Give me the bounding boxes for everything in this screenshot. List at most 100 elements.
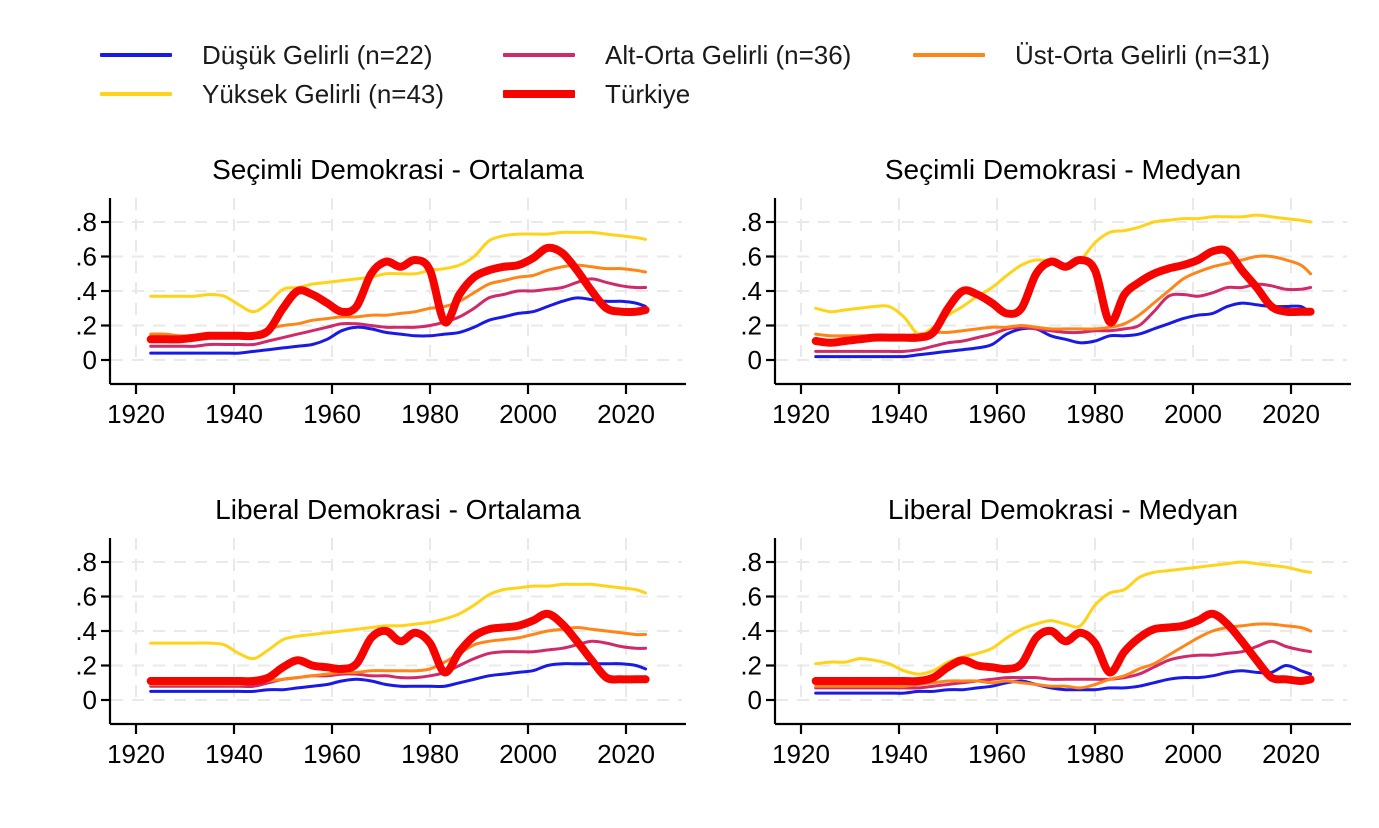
series-lower_middle-line (149, 277, 648, 348)
chart-liberal-demokrasi-ortalama: Liberal Demokrasi - Ortalama 0 .2 .4 .6 .8 19… (70, 494, 710, 774)
series-lower_middle-line (149, 639, 648, 688)
gridlines (776, 198, 1347, 361)
y-tick-label: .6 (740, 582, 762, 612)
x-tick-label: 1940 (870, 399, 928, 429)
chart-liberal-demokrasi-medyan: Liberal Demokrasi - Medyan 0 .2 .4 .6 .8 1920… (735, 494, 1375, 774)
chart-canvas-secimli-medyan: 0 .2 .4 .6 .8 1920 1940 1960 1980 2000 2020 (740, 198, 1351, 429)
legend: Düşük Gelirli (n=22) Alt-Orta Gelirli (n… (100, 40, 1379, 109)
legend-label-ust-orta-gelirli: Üst-Orta Gelirli (n=31) (1015, 40, 1270, 70)
legend-item-yuksek-gelirli: Yüksek Gelirli (n=43) (100, 79, 503, 109)
legend-label-alt-orta-gelirli: Alt-Orta Gelirli (n=36) (605, 40, 852, 70)
legend-swatch-alt-orta-gelirli-line (503, 53, 575, 57)
x-tick-label: 1920 (107, 739, 165, 769)
x-tick-label: 1980 (1066, 739, 1124, 769)
chart-canvas-liberal-medyan: 0 .2 .4 .6 .8 1920 1940 1960 1980 2000 2020 (740, 538, 1351, 769)
series-lines (811, 213, 1315, 359)
chart-canvas-secimli-ortalama: 0 .2 .4 .6 .8 1920 1940 1960 1980 2000 2020 (75, 198, 686, 429)
y-tick-label: .8 (740, 547, 762, 577)
series-lines (811, 560, 1315, 695)
x-tick-label: 1980 (1066, 399, 1124, 429)
y-tick-label: .6 (740, 242, 762, 272)
y-tick-label: .4 (75, 276, 97, 306)
chart-secimli-demokrasi-ortalama: Seçimli Demokrasi - Ortalama 0 .2 .4 .6 .8 19… (70, 154, 710, 434)
y-tick-label: .2 (740, 651, 762, 681)
series-high-line (814, 560, 1313, 676)
x-tick-label: 1940 (205, 739, 263, 769)
gridlines (111, 538, 682, 701)
y-tick-label: 0 (748, 345, 762, 375)
x-tick-label: 2000 (499, 399, 557, 429)
series-high-line (149, 582, 648, 661)
chart-title-secimli-medyan: Seçimli Demokrasi - Medyan (884, 154, 1242, 185)
y-tick-label: .6 (75, 242, 97, 272)
y-tick-label: .4 (740, 276, 762, 306)
x-tick-label: 1960 (968, 739, 1026, 769)
legend-item-turkiye: Türkiye (503, 79, 913, 109)
series-low-line (149, 662, 648, 694)
x-tick-label: 1920 (772, 399, 830, 429)
x-tick-label: 1940 (205, 399, 263, 429)
series-high-line (814, 213, 1313, 336)
y-tick-label: .4 (740, 616, 762, 646)
legend-swatch-dusuk-gelirli-line (100, 53, 172, 57)
legend-item-alt-orta-gelirli: Alt-Orta Gelirli (n=36) (503, 40, 913, 70)
x-tick-label: 1920 (107, 399, 165, 429)
x-tick-label: 2020 (1262, 399, 1320, 429)
y-tick-label: .2 (75, 311, 97, 341)
series-lower_middle-line (814, 282, 1313, 354)
chart-secimli-demokrasi-medyan: Seçimli Demokrasi - Medyan 0 .2 .4 .6 .8 1920… (735, 154, 1375, 434)
chart-title-liberal-medyan: Liberal Demokrasi - Medyan (887, 494, 1239, 525)
x-tick-label: 2000 (1164, 399, 1222, 429)
chart-title-secimli-ortalama: Seçimli Demokrasi - Ortalama (212, 154, 584, 185)
axes (101, 198, 686, 394)
tick-labels: 0 .2 .4 .6 .8 1920 1940 1960 1980 2000 2020 (740, 547, 1320, 769)
series-turkiye-line (811, 609, 1315, 686)
x-tick-label: 2000 (1164, 739, 1222, 769)
series-low-line (149, 296, 648, 355)
series-low-line (814, 301, 1313, 359)
tick-labels: 0 .2 .4 .6 .8 1920 1940 1960 1980 2000 2020 (740, 207, 1320, 429)
series-low-line (814, 664, 1313, 695)
x-tick-label: 1960 (968, 399, 1026, 429)
y-tick-label: .8 (740, 207, 762, 237)
legend-item-ust-orta-gelirli: Üst-Orta Gelirli (n=31) (913, 40, 1379, 70)
x-tick-label: 2020 (1262, 739, 1320, 769)
series-lines (146, 230, 650, 355)
chart-title-liberal-ortalama: Liberal Demokrasi - Ortalama (215, 494, 581, 525)
x-tick-label: 2020 (597, 399, 655, 429)
tick-labels: 0 .2 .4 .6 .8 1920 1940 1960 1980 2000 2020 (75, 207, 655, 429)
y-tick-label: .6 (75, 582, 97, 612)
gridlines (111, 198, 682, 361)
series-lower_middle-line (814, 639, 1313, 690)
axes (766, 198, 1351, 394)
series-turkiye-line (811, 245, 1315, 347)
y-tick-label: 0 (748, 685, 762, 715)
y-tick-label: .8 (75, 547, 97, 577)
y-tick-label: .2 (75, 651, 97, 681)
y-tick-label: .2 (740, 311, 762, 341)
series-lines (146, 582, 650, 694)
y-tick-label: .4 (75, 616, 97, 646)
legend-swatch-yuksek-gelirli-line (100, 92, 172, 96)
series-high-line (149, 230, 648, 314)
tick-labels: 0 .2 .4 .6 .8 1920 1940 1960 1980 2000 2020 (75, 547, 655, 769)
x-tick-label: 2020 (597, 739, 655, 769)
legend-label-yuksek-gelirli: Yüksek Gelirli (n=43) (202, 79, 445, 109)
legend-label-turkiye: Türkiye (605, 79, 691, 109)
gridlines (776, 538, 1347, 701)
x-tick-label: 1960 (303, 399, 361, 429)
chart-canvas-liberal-ortalama: 0 .2 .4 .6 .8 1920 1940 1960 1980 2000 2020 (75, 538, 686, 769)
legend-item-dusuk-gelirli: Düşük Gelirli (n=22) (100, 40, 503, 70)
y-tick-label: 0 (83, 345, 97, 375)
x-tick-label: 2000 (499, 739, 557, 769)
axes (101, 538, 686, 734)
legend-swatch-ust-orta-gelirli-line (913, 53, 985, 57)
charts-grid: Seçimli Demokrasi - Ortalama 0 .2 .4 .6 .8 19… (70, 154, 1379, 774)
series-turkiye-line (146, 243, 650, 344)
x-tick-label: 1960 (303, 739, 361, 769)
y-tick-label: 0 (83, 685, 97, 715)
series-turkiye-line (146, 609, 650, 686)
legend-swatch-turkiye-line (503, 90, 575, 98)
y-tick-label: .8 (75, 207, 97, 237)
